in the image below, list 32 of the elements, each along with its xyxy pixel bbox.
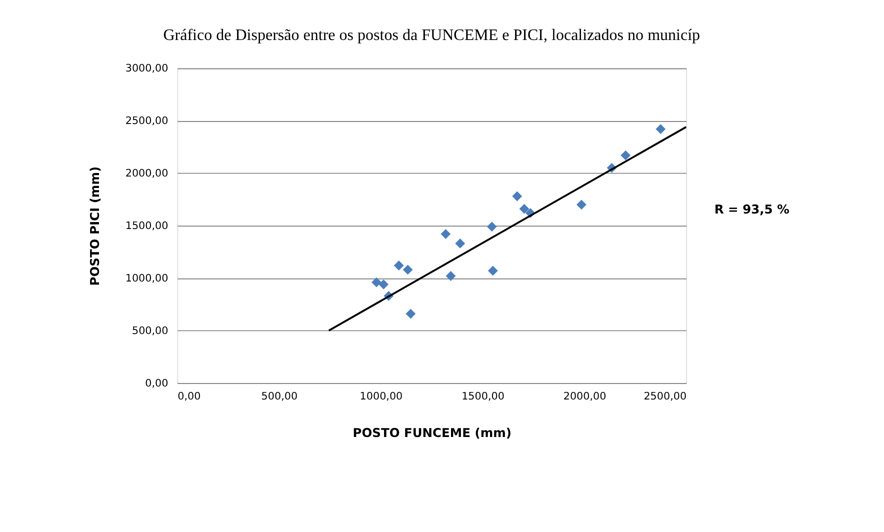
x-axis-title: POSTO FUNCEME (mm) [352,426,512,440]
point [656,124,666,134]
x-tick-label: 2000,00 [563,390,606,403]
point [620,150,631,160]
x-tick-label: 500,00 [261,390,298,403]
point [378,279,389,290]
point [519,204,530,214]
point [446,271,456,281]
point [576,200,586,210]
point [372,277,382,288]
point [455,238,466,248]
x-tick-label: 1000,00 [360,390,403,403]
x-tick-label: 0,00 [178,390,201,403]
point [512,191,522,202]
x-tick-label: 1500,00 [462,390,504,403]
y-tick-label: 0,00 [145,377,168,390]
y-tick-label: 500,00 [132,324,168,337]
y-tick-label: 1000,00 [125,272,168,284]
x-tick-label: 2500,00 [644,390,687,403]
y-tick-label: 2000,00 [125,167,168,180]
chart-title: Gráfico de Dispersão entre os postos da FUNCEME e PICI, localizados no municíp [163,26,700,44]
y-axis-title: POSTO PICI (mm) [88,166,102,286]
y-tick-label: 3000,00 [125,62,168,75]
point [402,264,413,275]
point [440,229,451,239]
point [394,260,404,270]
y-tick-label: 2500,00 [125,115,168,128]
point [488,266,498,276]
y-tick-label: 1500,00 [125,220,168,232]
point [406,308,416,319]
point [486,222,497,232]
text: R = 93,5 % [714,202,790,217]
